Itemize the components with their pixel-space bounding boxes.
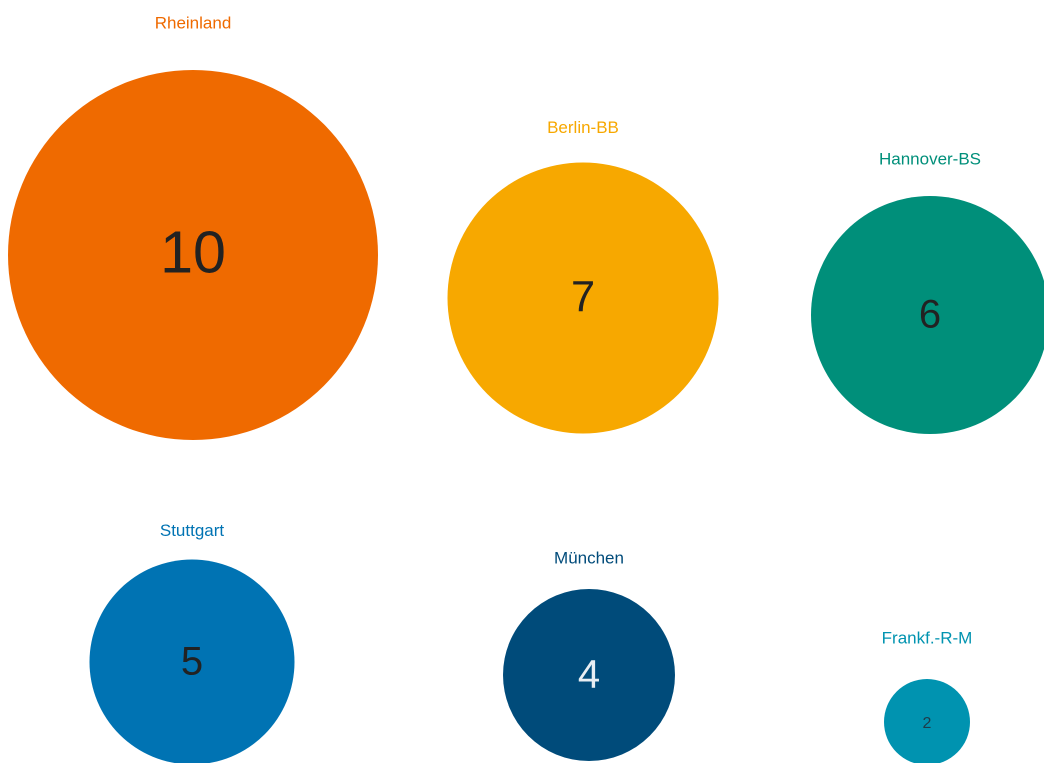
bubble-label: Stuttgart bbox=[160, 521, 225, 540]
bubble bbox=[503, 589, 675, 761]
bubble-value: 7 bbox=[571, 273, 595, 321]
bubble-label: München bbox=[554, 548, 624, 567]
bubble bbox=[811, 196, 1044, 434]
bubble-label: Hannover-BS bbox=[879, 149, 981, 168]
bubble-value: 2 bbox=[923, 715, 932, 732]
bubble bbox=[884, 679, 970, 763]
bubble-label: Frankf.-R-M bbox=[882, 628, 973, 647]
bubble-label: Rheinland bbox=[155, 13, 232, 32]
bubble bbox=[447, 162, 719, 434]
bubble-label: Berlin-BB bbox=[547, 118, 619, 137]
bubble-value: 4 bbox=[578, 653, 600, 697]
bubble-value: 6 bbox=[919, 293, 941, 337]
bubble-value: 5 bbox=[181, 640, 203, 684]
bubble bbox=[8, 70, 378, 440]
bubble bbox=[89, 559, 295, 763]
bubble-value: 10 bbox=[160, 219, 226, 286]
